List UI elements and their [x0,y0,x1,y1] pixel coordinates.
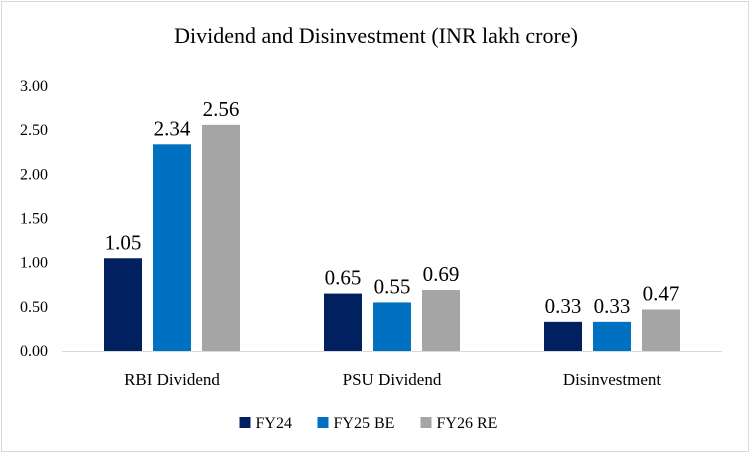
bar-fy26-re-disinvestment [642,309,680,351]
data-label: 0.47 [643,281,680,305]
bar-fy25-be-psu-dividend [373,302,411,351]
bars [104,124,680,351]
category-labels: RBI Dividend PSU Dividend Disinvestment [124,370,661,389]
y-tick-label: 0.00 [20,343,48,360]
chart-title: Dividend and Disinvestment (INR lakh cro… [174,23,578,48]
legend-swatch [317,417,329,428]
x-category-label: RBI Dividend [124,370,220,389]
bar-fy24-rbi-dividend [104,258,142,351]
y-tick-label: 2.00 [20,166,48,183]
data-label: 2.34 [154,116,191,140]
y-tick-label: 1.00 [20,255,48,272]
y-tick-label: 0.50 [20,299,48,316]
data-label: 0.33 [545,294,582,318]
legend-swatch [420,417,432,428]
bar-fy26-re-rbi-dividend [202,124,240,351]
legend-label: FY24 [256,415,292,432]
y-axis: 0.00 0.50 1.00 1.50 2.00 2.50 3.00 [20,78,48,360]
data-label: 0.55 [374,274,411,298]
data-label: 0.65 [325,266,362,290]
x-category-label: PSU Dividend [343,370,442,389]
y-tick-label: 1.50 [20,211,48,228]
bar-fy24-disinvestment [544,321,582,351]
legend: FY24 FY25 BE FY26 RE [239,415,498,432]
bar-fy25-be-disinvestment [593,321,631,351]
data-labels: 1.05 2.34 2.56 0.65 0.55 0.69 0.33 0.33 0.47 [105,97,680,318]
bar-fy25-be-rbi-dividend [153,144,191,351]
data-label: 0.33 [594,294,631,318]
legend-swatch [239,417,251,428]
y-tick-label: 3.00 [20,78,48,95]
data-label: 0.69 [423,262,460,286]
bar-fy26-re-psu-dividend [422,290,460,351]
data-label: 2.56 [203,97,240,121]
legend-label: FY26 RE [437,415,498,432]
data-label: 1.05 [105,230,142,254]
y-tick-label: 2.50 [20,122,48,139]
x-category-label: Disinvestment [563,370,661,389]
bar-fy24-psu-dividend [324,293,362,351]
legend-label: FY25 BE [334,415,395,432]
